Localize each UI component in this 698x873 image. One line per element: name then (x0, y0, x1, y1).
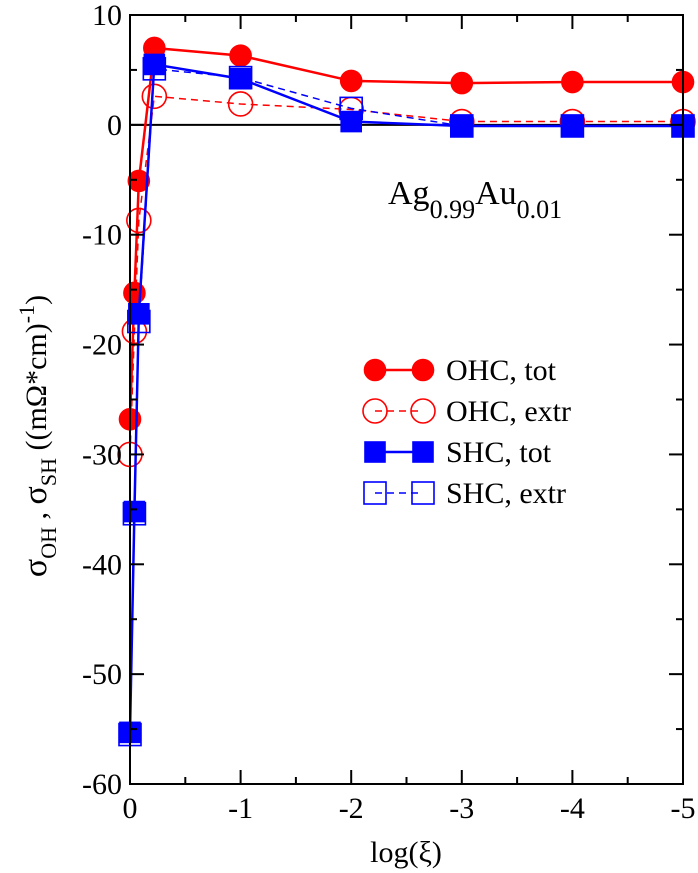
legend-marker (410, 398, 436, 424)
series-line (129, 95, 683, 455)
series-ohc-extr (117, 83, 696, 468)
data-point (340, 110, 363, 133)
legend-label: SHC, tot (446, 436, 552, 469)
alloy-annotation: Ag0.99Au0.01 (388, 175, 562, 224)
y-tick-label: -10 (82, 219, 122, 252)
data-point (142, 57, 167, 81)
data-point (127, 309, 151, 334)
y-tick-label: 10 (92, 0, 122, 32)
series-line (128, 46, 683, 420)
axis-ticks: 0 -1 -2 -3 -4 -5 -60 -50 -40 -30 -20 -10 0 10 (82, 0, 696, 825)
data-point (141, 83, 168, 110)
legend-marker (362, 398, 388, 424)
y-tick-label: -20 (82, 329, 122, 362)
data-point (450, 71, 474, 95)
x-tick-label: -1 (228, 792, 253, 825)
data-point (560, 114, 585, 138)
series-line (128, 62, 683, 733)
data-point (227, 91, 254, 117)
legend-marker (363, 481, 387, 505)
data-point (122, 501, 147, 526)
legend-marker (411, 481, 435, 505)
y-tick-label: -40 (82, 548, 122, 581)
y-tick-label: -60 (82, 768, 122, 801)
legend-marker (363, 358, 387, 382)
x-tick-label: 0 (123, 792, 138, 825)
x-tick-label: -2 (339, 792, 364, 825)
plot-frame (129, 14, 684, 785)
y-tick-label: -50 (82, 658, 122, 691)
data-point (339, 96, 364, 121)
legend-label: OHC, tot (446, 354, 557, 387)
series-layer (117, 36, 696, 747)
x-tick-label: -3 (449, 792, 474, 825)
y-tick-label: -30 (82, 438, 122, 471)
x-axis-label: log(ξ) (370, 836, 442, 869)
x-tick-label: -4 (560, 792, 585, 825)
legend-marker (411, 358, 435, 382)
legend: OHC, tot OHC, extr SHC, tot SHC, extr (362, 354, 571, 510)
data-point (126, 207, 152, 234)
series-line (129, 68, 683, 735)
legend-label: OHC, extr (446, 395, 571, 428)
data-point (449, 114, 474, 138)
data-point (228, 65, 253, 90)
legend-label: SHC, extr (446, 477, 566, 510)
legend-marker (412, 441, 434, 463)
y-tick-label: 0 (107, 109, 122, 142)
y-axis-label: σOH , σSH ((mΩ*cm)-1) (14, 295, 61, 577)
data-point (561, 70, 584, 94)
legend-marker (364, 441, 386, 463)
data-point (229, 44, 252, 67)
series-shc-tot (119, 53, 694, 744)
series-shc-extr (118, 57, 695, 747)
x-tick-label: -5 (671, 792, 696, 825)
data-point (339, 69, 363, 93)
data-point (229, 67, 252, 90)
